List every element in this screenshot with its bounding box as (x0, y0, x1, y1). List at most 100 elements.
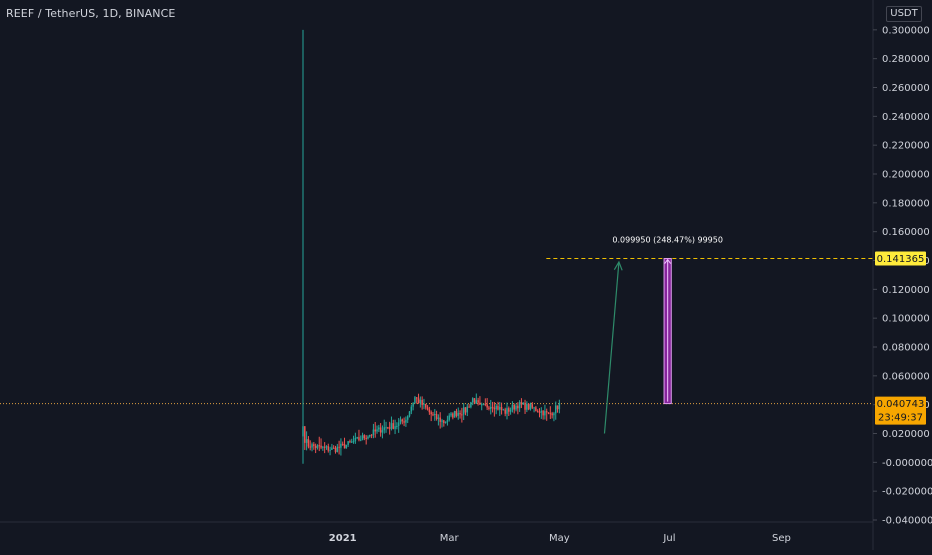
current-price-label: 0.040743 (877, 399, 925, 410)
candle (547, 412, 550, 414)
candle (540, 410, 543, 413)
candle (517, 405, 519, 409)
candle (396, 425, 398, 427)
candle (462, 407, 465, 415)
candle (441, 420, 443, 422)
candle (423, 403, 425, 405)
candle-first (302, 426, 304, 437)
symbol-title[interactable]: REEF / TetherUS, 1D, BINANCE (6, 7, 176, 20)
candle (544, 411, 546, 416)
candle (372, 429, 375, 435)
candle (347, 441, 349, 445)
candle (415, 397, 418, 399)
y-tick-label: 0.260000 (882, 83, 930, 94)
y-tick-label: 0.280000 (882, 54, 930, 65)
candle (381, 430, 384, 433)
candle (385, 427, 387, 429)
candle (350, 441, 353, 443)
candle (394, 426, 396, 429)
trend-arrow (603, 261, 620, 434)
candle (499, 407, 501, 410)
candle (383, 427, 385, 431)
candle (309, 446, 311, 448)
candle (531, 404, 534, 408)
y-tick-label: 0.080000 (882, 343, 930, 354)
candle (414, 397, 416, 403)
candle (363, 435, 366, 439)
candle (408, 411, 411, 417)
candle (390, 423, 393, 429)
candle (360, 439, 362, 441)
candle (500, 407, 503, 410)
candle (470, 402, 472, 408)
candle (365, 438, 367, 440)
candle (554, 405, 557, 414)
candle (468, 406, 470, 408)
target-price-badge (875, 251, 926, 266)
candle (425, 403, 427, 408)
candle (401, 419, 404, 422)
candle (538, 411, 541, 413)
candle (426, 407, 429, 410)
trend-arrowhead (613, 260, 623, 271)
candle (457, 413, 460, 416)
candle (314, 446, 317, 448)
candle (520, 402, 523, 405)
candle (318, 445, 321, 447)
y-tick-label: -0.000000 (882, 458, 932, 469)
candle (545, 411, 548, 413)
candle (486, 404, 488, 408)
candle (444, 421, 447, 424)
y-tick-label: 0.240000 (882, 112, 930, 123)
candle (504, 409, 506, 414)
candle (405, 419, 407, 423)
candle (374, 429, 376, 432)
candle (304, 426, 306, 443)
current-price-badge (875, 396, 926, 425)
projection-arrowhead (664, 258, 672, 264)
candle (434, 413, 436, 415)
x-tick-label: Jul (662, 533, 675, 544)
candle (453, 411, 456, 418)
candle (406, 416, 409, 420)
x-tick-label: Sep (772, 533, 791, 544)
candle (329, 449, 331, 451)
candle (495, 405, 497, 410)
candle (305, 439, 308, 443)
candle (477, 400, 479, 403)
y-tick-label: 0.060000 (882, 371, 930, 382)
candle (479, 402, 481, 405)
candle (488, 407, 490, 410)
candle (484, 403, 487, 405)
candle (464, 407, 467, 413)
candle (327, 446, 330, 451)
x-tick-label: 2021 (329, 533, 357, 544)
candle (511, 404, 514, 410)
candle (515, 405, 517, 410)
candle (549, 413, 552, 415)
candle (497, 405, 499, 410)
countdown-label: 23:49:37 (878, 413, 923, 424)
candle (320, 445, 322, 448)
candle (379, 427, 382, 433)
y-tick-label: 0.220000 (882, 141, 930, 152)
candle (536, 410, 539, 412)
candle (307, 439, 310, 447)
candle (535, 407, 537, 411)
y-tick-label: 0.020000 (882, 429, 930, 440)
candle (349, 441, 351, 443)
candle (475, 400, 478, 404)
candle (448, 415, 450, 420)
currency-label[interactable]: USDT (886, 6, 922, 22)
candle (410, 406, 413, 412)
candle (323, 446, 326, 448)
y-tick-label: 0.300000 (882, 25, 930, 36)
candle (316, 445, 319, 448)
candle (489, 406, 492, 410)
y-tick-label: 0.120000 (882, 285, 930, 296)
candle (558, 403, 561, 410)
candle (403, 421, 405, 423)
candle (480, 404, 483, 406)
